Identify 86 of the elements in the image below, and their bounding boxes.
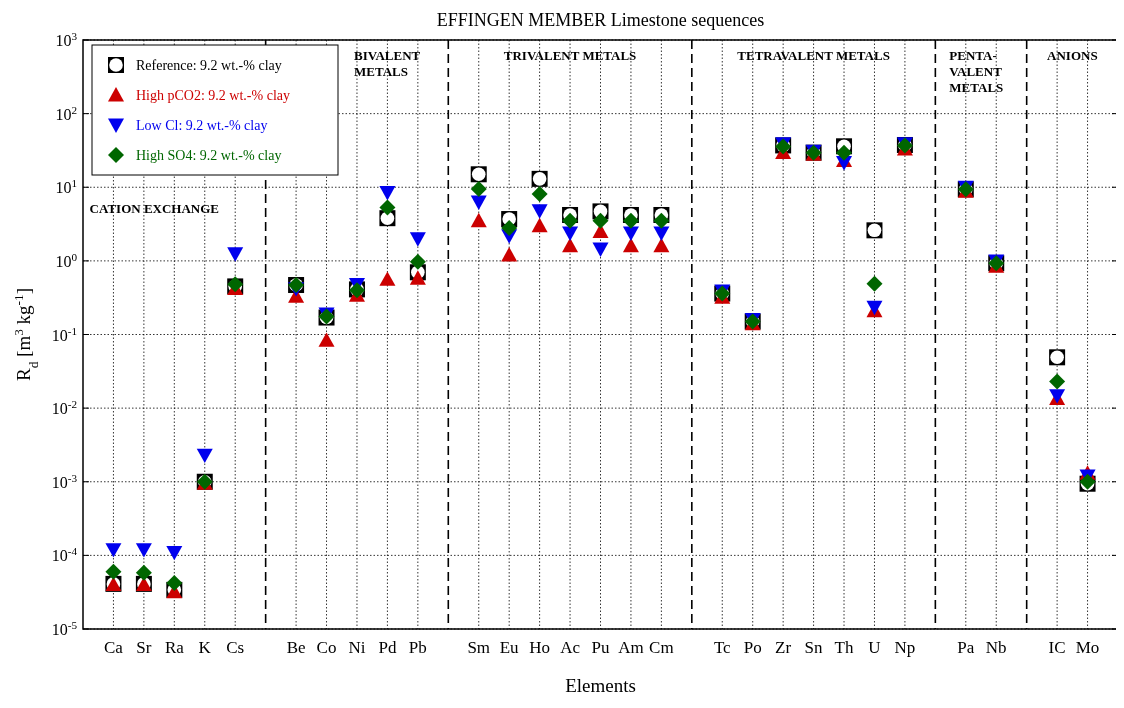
legend-label: Reference: 9.2 wt.-% clay (136, 58, 282, 73)
y-tick-label: 10$^{1}$ (55, 177, 77, 197)
point (409, 253, 426, 270)
x-tick-label: Zr (775, 638, 792, 657)
point (653, 212, 670, 229)
point (531, 217, 548, 233)
x-tick-label: Cs (226, 638, 245, 657)
x-tick-label: Sr (136, 638, 152, 657)
point (105, 543, 122, 558)
chart-title: EFFINGEN MEMBER Limestone sequences (436, 10, 765, 30)
point (622, 226, 639, 241)
x-tick-label: IC (1048, 638, 1066, 657)
x-tick-label: K (198, 638, 212, 657)
point (227, 247, 244, 262)
x-tick-label: Ni (348, 638, 366, 657)
x-tick-label: Tc (713, 638, 732, 657)
x-tick-label: Ra (164, 638, 185, 657)
point (135, 564, 152, 581)
x-tick-label: Po (743, 638, 762, 657)
annotation: CATION EXCHANGE (89, 201, 220, 216)
legend-label: High SO4: 9.2 wt.-% clay (136, 148, 282, 163)
x-tick-label: Sn (804, 638, 824, 657)
x-tick-label: Be (286, 638, 306, 657)
point (531, 204, 548, 219)
x-tick-label: Nb (985, 638, 1007, 657)
point (166, 545, 183, 561)
annotation: TRIVALENT METALS (503, 48, 637, 63)
point (501, 219, 518, 236)
y-tick-label: 10$^{-4}$ (51, 545, 78, 565)
x-tick-label: Eu (499, 638, 520, 657)
x-tick-label: Ca (104, 638, 124, 657)
y-tick-label: 10$^{2}$ (55, 103, 77, 123)
x-tick-label: Co (316, 638, 337, 657)
x-tick-label: Pu (591, 638, 610, 657)
point (866, 275, 883, 292)
point (166, 575, 183, 592)
point (1049, 373, 1066, 390)
y-tick-label: 10$^{-5}$ (51, 619, 78, 638)
point (653, 237, 670, 253)
point (470, 212, 487, 228)
point (653, 226, 670, 241)
x-tick-label: Sm (467, 638, 491, 657)
x-axis-title: Elements (565, 675, 636, 696)
point (562, 226, 579, 241)
legend-label: High pCO2: 9.2 wt.-% clay (136, 88, 290, 103)
x-tick-label: Pb (408, 638, 427, 657)
annotation: ANIONS (1047, 48, 1098, 63)
x-tick-label: Cm (649, 638, 674, 657)
point (622, 237, 639, 253)
point (135, 543, 152, 558)
x-tick-label: Np (894, 638, 916, 657)
annotation: PENTA- VALENT METALS (949, 48, 1004, 95)
x-tick-label: Ac (560, 638, 581, 657)
x-tick-label: Am (618, 638, 644, 657)
point (379, 186, 396, 201)
point (531, 185, 548, 202)
point (409, 232, 426, 247)
point (105, 563, 122, 580)
y-tick-label: 10$^{0}$ (55, 250, 78, 270)
y-tick-label: 10$^{3}$ (55, 30, 78, 49)
point (501, 247, 518, 262)
point (622, 212, 639, 229)
y-tick-label: 10$^{-3}$ (51, 471, 78, 491)
point (836, 144, 853, 161)
y-tick-label: 10$^{-2}$ (51, 398, 77, 418)
point (562, 212, 579, 229)
point (470, 195, 487, 211)
point (592, 242, 609, 257)
x-tick-label: Mo (1075, 638, 1100, 657)
x-tick-label: Pa (957, 638, 975, 657)
x-tick-label: Ho (529, 638, 551, 657)
point (562, 237, 579, 253)
point (592, 212, 609, 229)
legend-label: Low Cl: 9.2 wt.-% clay (136, 118, 268, 133)
y-tick-label: 10$^{-1}$ (51, 324, 77, 344)
x-tick-label: U (868, 638, 881, 657)
annotation: TETRAVALENT METALS (737, 48, 890, 63)
point (379, 271, 396, 286)
x-tick-label: Th (834, 638, 854, 657)
point (470, 180, 487, 197)
point (409, 270, 426, 285)
point (196, 448, 213, 464)
annotation: BIVALENT METALS (354, 48, 421, 79)
x-tick-label: Pd (378, 638, 397, 657)
point (318, 332, 335, 347)
point (379, 199, 396, 216)
